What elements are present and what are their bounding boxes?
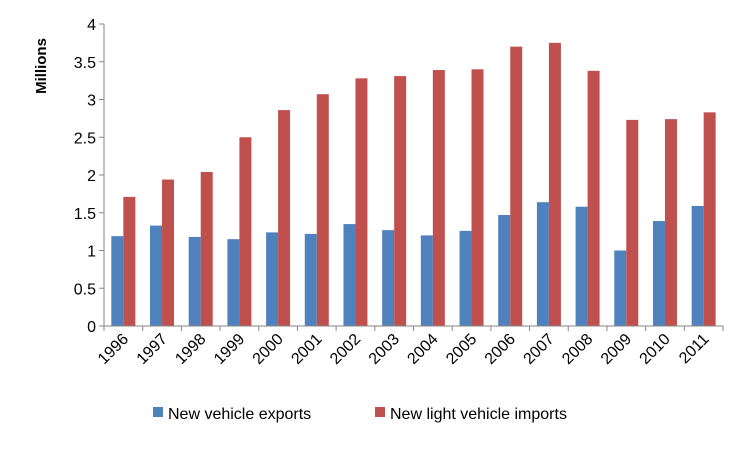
- x-tick-label: 1999: [211, 331, 248, 368]
- bar-exports-2003: [382, 230, 395, 326]
- x-tick-label: 2002: [327, 331, 364, 368]
- bar-imports-2010: [664, 119, 677, 326]
- x-axis-ticks: 1996 1997 1998 1999 2000 2001 2002 2003 2004 2005…: [95, 326, 724, 368]
- bar-exports-2011: [691, 205, 704, 326]
- x-tick-label: 2011: [676, 331, 712, 367]
- bar-imports-2005: [471, 69, 484, 327]
- y-tick-label: 1.5: [74, 206, 96, 223]
- x-tick-label: 2009: [598, 331, 635, 368]
- bar-imports-1997: [162, 179, 175, 326]
- y-tick-label: 2: [87, 168, 96, 185]
- bar-exports-2010: [652, 221, 665, 326]
- x-tick-label: 1997: [134, 331, 171, 368]
- legend-swatch-imports: [375, 407, 385, 417]
- bar-imports-2011: [703, 112, 716, 327]
- legend-label-exports: New vehicle exports: [168, 406, 311, 423]
- x-tick-label: 2008: [559, 331, 596, 368]
- x-tick-label: 1998: [172, 331, 209, 368]
- bar-exports-2008: [575, 206, 588, 326]
- bar-imports-1999: [239, 137, 252, 326]
- x-tick-label: 2004: [404, 331, 441, 368]
- bar-exports-2001: [304, 233, 317, 326]
- legend: New vehicle exports New light vehicle imp…: [153, 406, 567, 423]
- bar-exports-1996: [111, 236, 124, 326]
- y-tick-label: 3: [87, 93, 96, 110]
- legend-label-imports: New light vehicle imports: [390, 406, 567, 423]
- x-tick-label: 2010: [637, 331, 674, 368]
- bar-exports-2009: [614, 250, 627, 326]
- bar-imports-2007: [548, 42, 561, 326]
- x-tick-label: 2007: [521, 331, 558, 368]
- bar-exports-2007: [536, 202, 549, 326]
- bar-exports-2005: [459, 230, 472, 326]
- bar-imports-2001: [316, 94, 329, 326]
- y-tick-label: 0: [87, 319, 96, 336]
- bars: [111, 42, 716, 327]
- x-tick-label: 2000: [250, 331, 287, 368]
- bar-imports-2009: [626, 119, 639, 326]
- bar-imports-2008: [587, 70, 600, 326]
- bar-exports-2000: [266, 232, 279, 326]
- x-tick-label: 2006: [482, 331, 519, 368]
- bar-imports-2004: [432, 70, 445, 327]
- y-axis-ticks: 0 0.5 1 1.5 2 2.5 3 3.5 4: [74, 17, 104, 336]
- x-tick-label: 1996: [95, 331, 132, 368]
- legend-swatch-exports: [153, 407, 163, 417]
- bar-exports-2004: [420, 235, 433, 326]
- bar-exports-1999: [227, 239, 240, 326]
- y-tick-label: 4: [87, 17, 96, 34]
- bar-imports-2006: [510, 46, 523, 327]
- bar-exports-1997: [150, 225, 163, 326]
- y-axis-label: Millions: [33, 38, 50, 94]
- bar-exports-1998: [188, 236, 201, 326]
- x-tick-label: 2001: [288, 331, 325, 368]
- bar-exports-2002: [343, 224, 356, 326]
- bar-imports-2000: [278, 110, 291, 326]
- x-tick-label: 2003: [366, 331, 403, 368]
- bar-imports-1998: [200, 171, 213, 326]
- y-tick-label: 3.5: [74, 55, 96, 72]
- bar-imports-2003: [394, 76, 407, 326]
- y-tick-label: 0.5: [74, 281, 96, 298]
- bar-exports-2006: [498, 215, 511, 326]
- x-tick-label: 2005: [443, 331, 480, 368]
- y-tick-label: 2.5: [74, 130, 96, 147]
- y-tick-label: 1: [87, 244, 96, 261]
- bar-imports-1996: [123, 196, 136, 326]
- bar-imports-2002: [355, 78, 368, 326]
